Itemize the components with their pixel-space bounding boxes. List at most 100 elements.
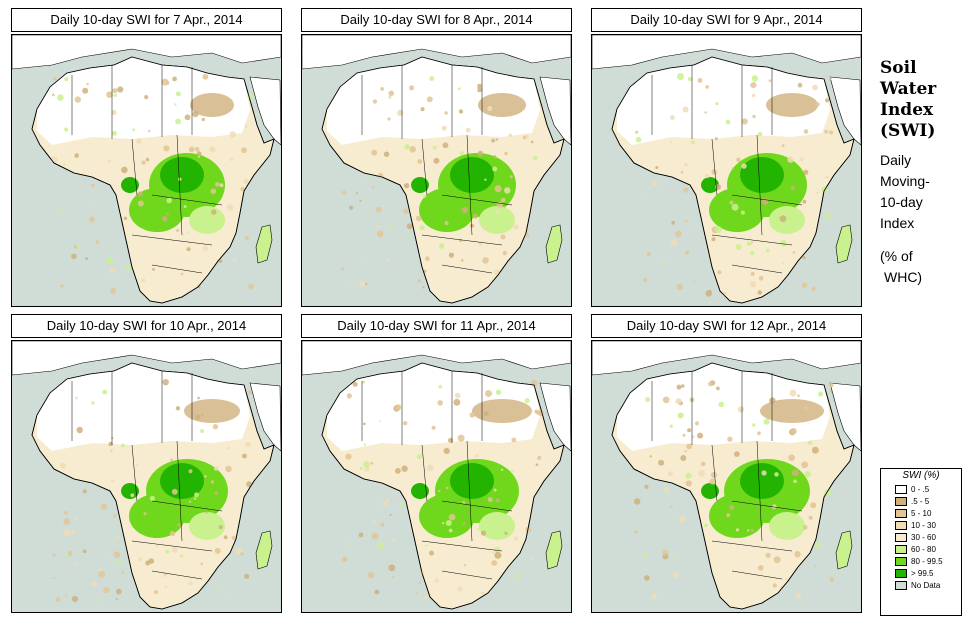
swi-speckle [769, 397, 776, 404]
swi-speckle [398, 502, 403, 507]
europe-land [12, 341, 281, 376]
swi-speckle [406, 223, 413, 230]
swi-speckle [685, 472, 692, 479]
swi-speckle [445, 520, 452, 526]
swi-speckle [454, 392, 461, 399]
swi-speckle [170, 458, 173, 461]
swi-speckle [667, 471, 673, 477]
swi-speckle [781, 262, 785, 265]
moist-region [479, 512, 515, 540]
swi-speckle [685, 480, 692, 487]
swi-speckle [144, 95, 149, 100]
swi-speckle [494, 546, 501, 553]
swi-speckle [441, 125, 447, 131]
sahara-dry-zone [37, 363, 250, 451]
swi-speckle [670, 239, 678, 247]
country-borders [361, 65, 513, 274]
country-borders [651, 371, 803, 580]
swi-speckle [372, 99, 378, 104]
swi-speckle [426, 96, 433, 103]
swi-speckle [177, 523, 181, 527]
swi-speckle [106, 91, 113, 98]
swi-speckle [188, 469, 193, 474]
swi-speckle [644, 575, 650, 581]
swi-speckle [211, 209, 217, 215]
swi-speckle [790, 185, 795, 190]
swi-speckle [135, 463, 138, 466]
swi-speckle [123, 216, 128, 220]
swi-speckle [751, 93, 756, 98]
desc-daily: Daily [880, 152, 912, 168]
desc-index: Index [880, 215, 915, 231]
swi-speckle [416, 454, 422, 460]
legend-label: 30 - 60 [911, 533, 936, 542]
swi-speckle [697, 432, 704, 439]
swi-speckle [635, 130, 639, 134]
swi-speckle [175, 406, 181, 411]
swi-speckle [227, 446, 231, 450]
swi-speckle [495, 138, 499, 141]
saturated-region [701, 177, 719, 193]
swi-speckle [448, 528, 453, 533]
swi-speckle [649, 455, 652, 458]
swi-speckle [797, 82, 803, 88]
swi-speckle [761, 470, 767, 476]
swi-speckle [757, 431, 761, 436]
swi-speckle [229, 131, 236, 138]
swi-speckle [109, 449, 113, 453]
swi-speckle [457, 87, 461, 91]
saturated-region [160, 463, 204, 499]
swi-speckle [112, 88, 118, 94]
swi-speckle [109, 267, 116, 273]
swi-speckle [741, 163, 747, 169]
swi-speckle [492, 551, 495, 554]
swi-speckle [228, 596, 231, 599]
swi-speckle [82, 549, 87, 553]
swi-speckle [533, 155, 538, 161]
swi-speckle [213, 466, 219, 471]
swi-speckle [352, 381, 358, 387]
swi-speckle [765, 248, 770, 253]
swi-speckle [825, 175, 829, 179]
swi-speckle [365, 257, 369, 260]
swi-speckle [116, 560, 121, 565]
swi-speckle [790, 428, 797, 435]
wet-region [129, 494, 185, 538]
swi-speckle [433, 157, 440, 164]
swi-speckle [95, 240, 100, 244]
swi-speckle [461, 206, 468, 214]
map-svg [302, 341, 571, 612]
swi-speckle [371, 185, 375, 189]
swi-speckle [205, 511, 208, 514]
swi-speckle [210, 188, 217, 194]
swi-speckle [443, 447, 450, 455]
swi-speckle [132, 128, 135, 132]
swi-speckle [735, 244, 742, 250]
swi-speckle [148, 558, 155, 564]
swi-speckle [680, 170, 684, 174]
swi-speckle [662, 396, 670, 404]
swi-speckle [166, 212, 169, 216]
swi-speckle [772, 504, 777, 509]
swi-speckle [494, 551, 502, 559]
swi-speckle [64, 511, 68, 515]
europe-land [592, 35, 861, 70]
moist-region [769, 512, 805, 540]
swi-speckle [371, 149, 378, 156]
swi-speckle [194, 492, 199, 498]
swi-speckle [663, 487, 670, 493]
swi-speckle [57, 94, 64, 101]
swi-speckle [202, 245, 208, 252]
swi-speckle [676, 284, 683, 291]
swi-speckle [82, 87, 89, 94]
panel-title: Daily 10-day SWI for 12 Apr., 2014 [591, 314, 862, 338]
swi-speckle [110, 479, 115, 483]
swi-speckle [162, 379, 169, 386]
map-svg [12, 35, 281, 306]
swi-speckle [161, 78, 169, 86]
swi-speckle [378, 420, 381, 423]
swi-speckle [184, 114, 191, 121]
swi-speckle [801, 461, 809, 469]
swi-speckle [71, 595, 78, 603]
moist-region [769, 206, 805, 234]
